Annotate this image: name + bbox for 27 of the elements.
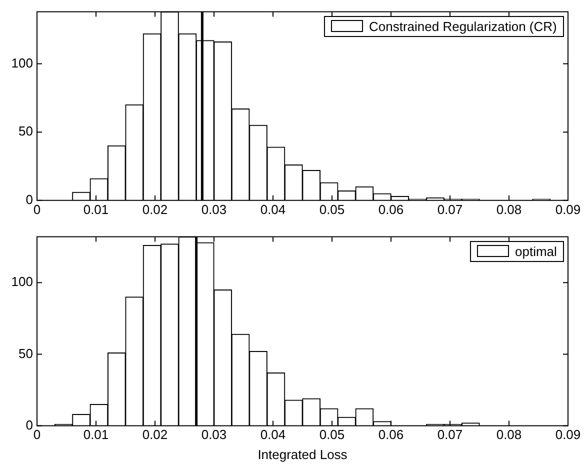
x-tick-label: 0.02 [142,427,168,442]
x-tick-label: 0.05 [319,427,345,442]
x-tick-label: 0.06 [378,202,404,217]
y-tick-label: 50 [18,346,33,361]
x-tick-label: 0.05 [319,202,345,217]
legend: optimal [470,240,564,262]
y-tick-label: 50 [18,124,33,139]
x-tick-label: 0.06 [378,427,404,442]
x-tick-label: 0.09 [555,427,581,442]
x-tick-label: 0.03 [201,202,227,217]
x-axis-title: Integrated Loss [258,446,348,462]
x-tick-label: 0.08 [496,202,522,217]
y-tick-label: 0 [26,417,33,432]
x-tick-label: 0.01 [83,202,109,217]
x-tick-label: 0.08 [496,427,522,442]
x-tick-label: 0.01 [83,427,109,442]
x-tick-label: 0.04 [260,427,286,442]
x-tick-label: 0.07 [437,202,463,217]
y-tick-label: 100 [11,274,33,290]
legend: Constrained Regularization (CR) [324,16,564,37]
x-tick-label: 0.04 [260,202,286,217]
x-tick-label: 0.07 [437,427,463,442]
x-tick-label: 0.03 [201,427,227,442]
y-tick-label: 100 [11,55,33,70]
x-tick-label: 0.02 [142,202,168,217]
y-tick-label: 0 [26,192,33,207]
x-tick-label: 0.09 [555,202,581,217]
